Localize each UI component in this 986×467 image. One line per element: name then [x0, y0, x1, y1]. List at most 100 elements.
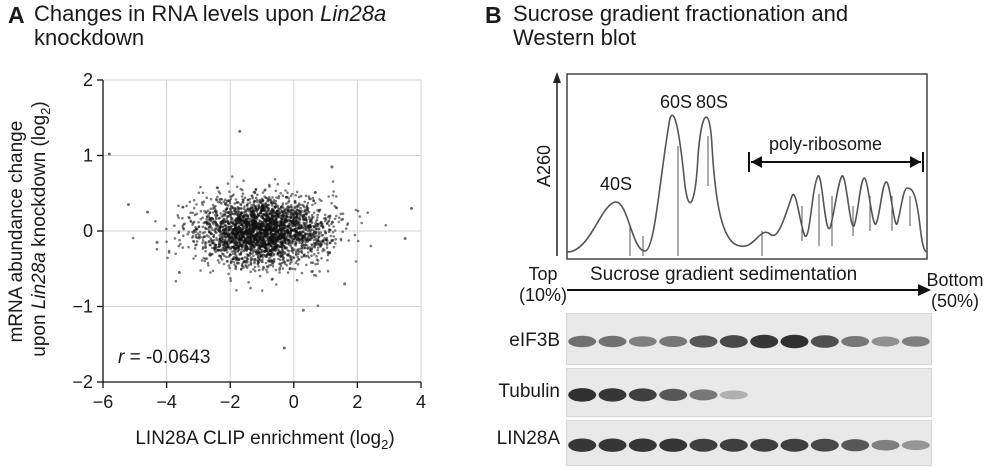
- scatter-point: [214, 209, 217, 213]
- scatter-point: [235, 241, 239, 244]
- scatter-point: [298, 216, 302, 219]
- scatter-point: [248, 251, 252, 255]
- scatter-point: [290, 206, 294, 209]
- scatter-point: [262, 235, 265, 238]
- scatter-point: [272, 252, 276, 256]
- blot-band: [750, 438, 779, 452]
- scatter-point: [270, 209, 273, 213]
- scatter-point: [219, 249, 223, 253]
- scatter-point: [245, 223, 248, 227]
- scatter-point: [265, 196, 269, 200]
- y-tick-label: 1: [83, 146, 93, 166]
- scatter-point: [227, 228, 231, 232]
- scatter-point: [254, 227, 258, 230]
- scatter-point: [301, 203, 304, 207]
- scatter-point: [274, 233, 277, 236]
- scatter-point: [195, 240, 199, 243]
- scatter-point: [308, 197, 311, 200]
- scatter-point: [207, 213, 210, 216]
- scatter-point: [325, 236, 329, 240]
- scatter-point: [288, 262, 292, 265]
- scatter-point: [331, 231, 335, 234]
- scatter-point: [260, 197, 264, 201]
- blot-band: [689, 335, 718, 348]
- scatter-point: [281, 211, 284, 214]
- scatter-point: [302, 218, 306, 221]
- scatter-point: [242, 207, 246, 210]
- scatter-point: [210, 246, 214, 250]
- scatter-point: [188, 216, 191, 220]
- blot-band: [841, 439, 870, 452]
- scatter-point: [257, 265, 260, 268]
- profile-ylabel: A260: [534, 145, 554, 187]
- blot-strip-lin28a: [566, 420, 932, 466]
- top-label: Top: [528, 264, 558, 284]
- scatter-point: [178, 238, 181, 242]
- scatter-point: [218, 261, 221, 264]
- scatter-point: [309, 247, 312, 251]
- scatter-point: [278, 208, 281, 211]
- scatter-point: [154, 220, 157, 223]
- scatter-point: [263, 245, 266, 249]
- scatter-point: [306, 251, 310, 254]
- scatter-point: [293, 227, 297, 231]
- peak-label-40s: 40S: [600, 174, 632, 194]
- scatter-point: [331, 180, 335, 183]
- scatter-point: [315, 241, 318, 244]
- scatter-point: [231, 257, 235, 261]
- scatter-point: [319, 243, 323, 246]
- scatter-point: [165, 227, 168, 231]
- scatter-point: [327, 219, 331, 222]
- scatter-point: [294, 230, 298, 233]
- scatter-point: [274, 225, 278, 229]
- scatter-point: [244, 242, 248, 246]
- scatter-point: [278, 268, 281, 272]
- scatter-point: [283, 220, 286, 223]
- polysome-arrow-left: [751, 156, 762, 168]
- scatter-point: [305, 224, 309, 227]
- scatter-point: [316, 216, 319, 219]
- scatter-point: [253, 204, 257, 208]
- scatter-point: [216, 195, 219, 199]
- scatter-point: [263, 243, 267, 246]
- scatter-point: [213, 244, 217, 247]
- scatter-point: [246, 214, 249, 218]
- scatter-point: [247, 280, 250, 284]
- scatter-point: [268, 236, 272, 239]
- scatter-point: [267, 234, 270, 237]
- scatter-point: [251, 257, 254, 261]
- scatter-point: [155, 247, 159, 251]
- scatter-point: [228, 199, 231, 203]
- polysome-label: poly-ribosome: [769, 134, 882, 154]
- scatter-point: [293, 267, 297, 271]
- scatter-point: [327, 224, 331, 227]
- scatter-point: [215, 222, 218, 226]
- scatter-point: [197, 225, 201, 228]
- scatter-point: [219, 236, 222, 239]
- blot-band: [598, 438, 627, 452]
- scatter-point: [278, 222, 282, 225]
- scatter-point: [285, 202, 288, 205]
- scatter-point: [278, 262, 281, 265]
- scatter-point: [310, 237, 313, 240]
- scatter-point: [236, 210, 239, 214]
- scatter-point: [302, 210, 306, 213]
- scatter-point: [262, 217, 265, 220]
- gradient-arrow-head: [918, 284, 931, 296]
- scatter-point: [251, 212, 255, 215]
- scatter-point: [261, 260, 264, 264]
- scatter-point: [222, 209, 225, 213]
- blot-band: [780, 438, 809, 452]
- scatter-point: [321, 226, 325, 230]
- scatter-point: [290, 258, 294, 261]
- scatter-point: [272, 227, 275, 230]
- scatter-point: [247, 217, 250, 220]
- scatter-point: [384, 224, 388, 227]
- scatter-point: [288, 267, 292, 271]
- scatter-point: [285, 214, 288, 218]
- scatter-point: [328, 216, 332, 220]
- scatter-point: [234, 247, 238, 250]
- scatter-point: [310, 228, 314, 231]
- scatter-point: [296, 234, 300, 237]
- scatter-point: [295, 208, 299, 212]
